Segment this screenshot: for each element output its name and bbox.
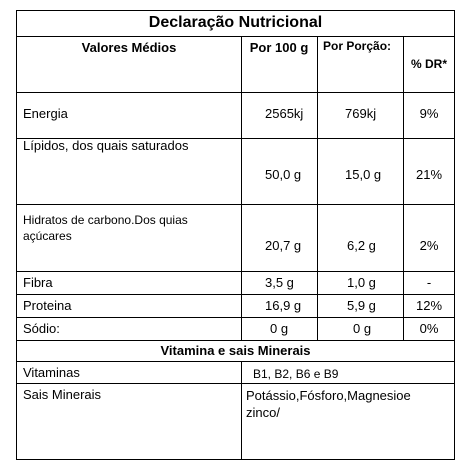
- table-title: Declaração Nutricional: [148, 14, 323, 31]
- divider: [17, 340, 454, 341]
- row-per100-lipidos: 50,0 g: [265, 167, 302, 182]
- divider: [17, 204, 454, 205]
- column-divider: [317, 36, 318, 340]
- vitaminas-label: Vitaminas: [23, 365, 80, 380]
- row-dr-energia: 9%: [419, 106, 439, 121]
- divider: [17, 383, 454, 384]
- row-per100-sodio: 0 g: [270, 321, 289, 336]
- divider: [17, 317, 454, 318]
- row-label-sodio: Sódio:: [23, 321, 60, 336]
- row-portion-fibra: 1,0 g: [347, 275, 376, 290]
- divider: [17, 138, 454, 139]
- row-dr-sodio: 0%: [419, 321, 439, 336]
- header-per-portion: Por Porção:: [323, 39, 392, 53]
- row-label-energia: Energia: [23, 106, 68, 121]
- header-dr: % DR*: [410, 57, 447, 71]
- sais-minerais-label: Sais Minerais: [23, 387, 102, 402]
- divider: [17, 92, 454, 93]
- divider: [17, 361, 454, 362]
- column-divider: [241, 36, 242, 340]
- vitaminas-value: B1, B2, B6 e B9: [253, 367, 339, 381]
- row-dr-hidratos: 2%: [419, 238, 439, 253]
- row-per100-proteina: 16,9 g: [265, 298, 302, 313]
- row-label-fibra: Fibra: [23, 275, 53, 290]
- row-portion-lipidos: 15,0 g: [345, 167, 382, 182]
- row-label-lipidos: Lípidos, dos quais saturados: [23, 138, 189, 153]
- row-per100-hidratos: 20,7 g: [265, 238, 302, 253]
- header-valores-medios: Valores Médios: [81, 40, 177, 55]
- header-per-100g: Por 100 g: [249, 40, 309, 55]
- column-divider: [403, 36, 404, 340]
- sais-minerais-value: Potássio,Fósforo,Magnesioe zinco/: [246, 388, 411, 420]
- nutrition-table: Declaração Nutricional Valores Médios Po…: [16, 10, 455, 460]
- divider: [17, 36, 454, 37]
- row-dr-proteina: 12%: [415, 298, 443, 313]
- divider: [17, 271, 454, 272]
- row-dr-fibra: -: [426, 275, 432, 290]
- row-label-hidratos: Hidratos de carbono.Dos quias açúcares: [23, 213, 188, 243]
- row-portion-hidratos: 6,2 g: [347, 238, 376, 253]
- row-dr-lipidos: 21%: [415, 167, 443, 182]
- row-portion-sodio: 0 g: [353, 321, 372, 336]
- section-title: Vitamina e sais Minerais: [160, 343, 311, 358]
- divider: [17, 294, 454, 295]
- row-per100-energia: 2565kj: [265, 106, 304, 121]
- row-portion-proteina: 5,9 g: [347, 298, 376, 313]
- column-divider: [241, 361, 242, 460]
- row-portion-energia: 769kj: [345, 106, 377, 121]
- row-label-proteina: Proteina: [23, 298, 72, 313]
- row-per100-fibra: 3,5 g: [265, 275, 294, 290]
